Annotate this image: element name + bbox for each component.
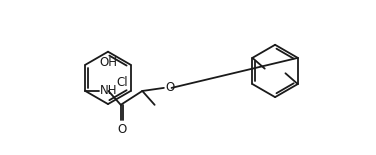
Text: NH: NH	[100, 84, 117, 97]
Text: OH: OH	[99, 55, 117, 69]
Text: O: O	[165, 81, 175, 94]
Text: Cl: Cl	[117, 76, 128, 89]
Text: O: O	[117, 123, 127, 136]
